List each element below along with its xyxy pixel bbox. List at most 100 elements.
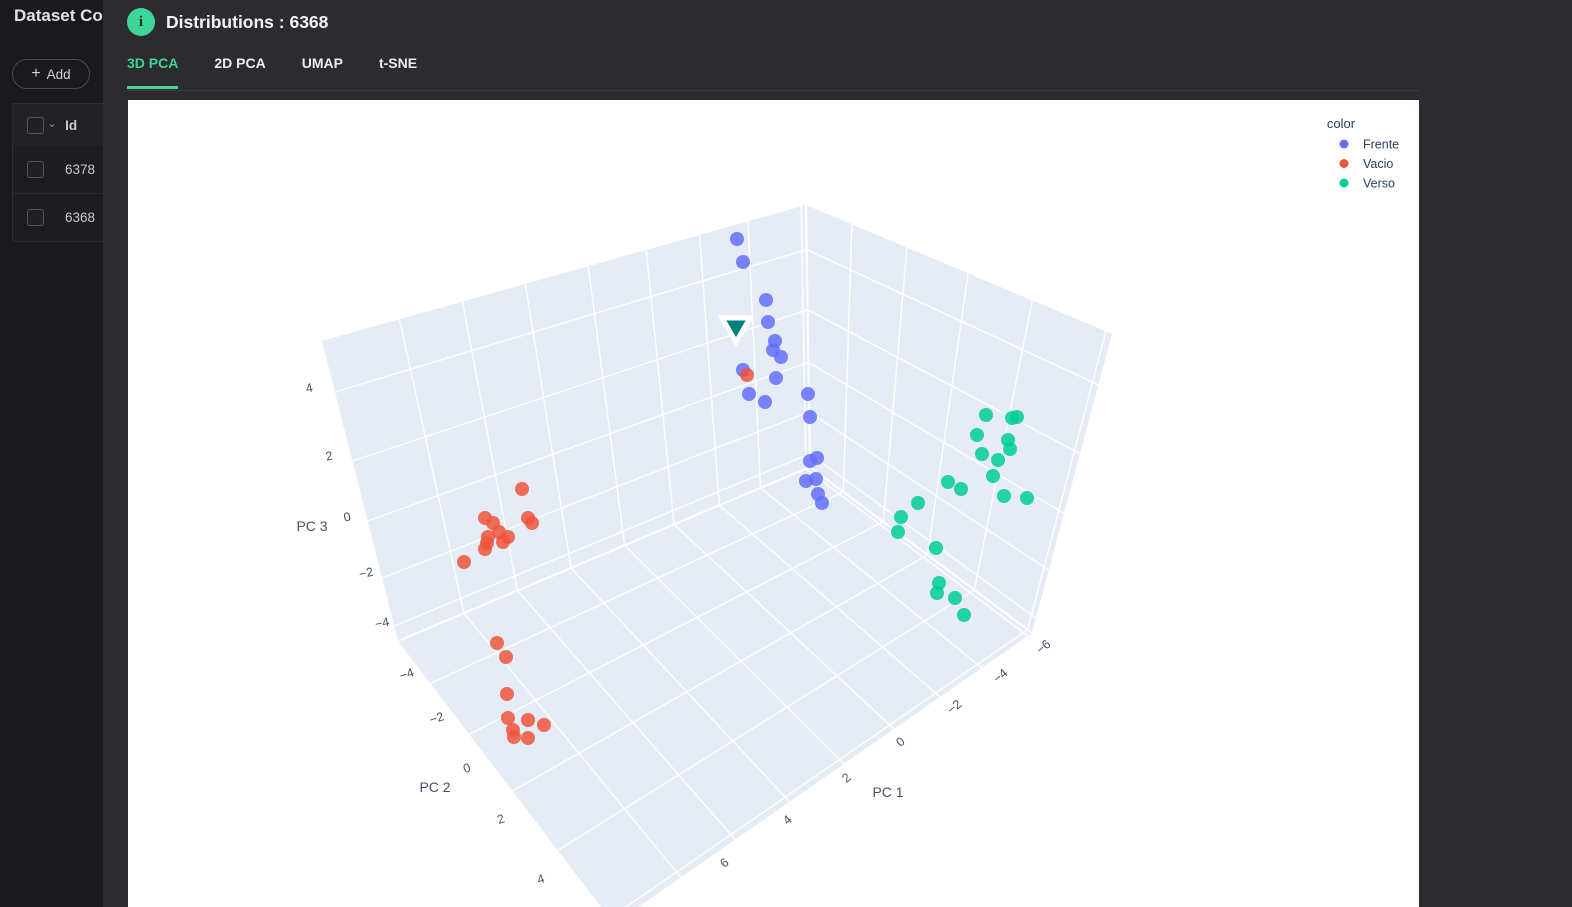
tab-tsne[interactable]: t-SNE [378, 55, 418, 71]
scatter-point-vacio[interactable] [501, 711, 515, 725]
scatter-point-verso[interactable] [930, 586, 944, 600]
pc1-tick-label: 6 [717, 855, 731, 870]
table-row[interactable]: 6378 [12, 146, 103, 194]
scatter-point-vacio[interactable] [515, 482, 529, 496]
pc3-tick-label: 0 [342, 510, 352, 525]
grid-line [524, 283, 572, 569]
scatter-point-vacio[interactable] [507, 730, 521, 744]
info-icon: i [127, 8, 155, 36]
select-all-checkbox[interactable] [27, 116, 44, 134]
grid-line [468, 521, 884, 736]
pc2-tick-label: 0 [461, 760, 472, 775]
grid-line [570, 567, 791, 803]
scatter-point-vacio[interactable] [478, 542, 492, 556]
pc2-tick-label: −2 [428, 709, 446, 727]
scatter-point-vacio[interactable] [740, 368, 754, 382]
legend-title: color [1327, 116, 1356, 131]
scatter-point-verso[interactable] [948, 591, 962, 605]
3d-scene-canvas[interactable]: 6 4 2 0 −2 −4 −6 PC 1 −4 −2 0 2 4 PC 2 4 2 0 −2 −4 PC 3 colo… [128, 100, 1419, 907]
pc3-axis-title: PC 3 [296, 518, 327, 534]
scatter-point-verso[interactable] [1010, 410, 1024, 424]
scatter-point-frente[interactable] [774, 350, 788, 364]
scatter-point-verso[interactable] [954, 482, 968, 496]
scatter-point-vacio[interactable] [499, 650, 513, 664]
panel-title: Distributions : 6368 [166, 11, 329, 32]
scatter-point-verso[interactable] [986, 469, 1000, 483]
scatter-point-verso[interactable] [891, 525, 905, 539]
chevron-down-icon[interactable]: ⌄ [47, 116, 58, 130]
scatter-point-verso[interactable] [979, 408, 993, 422]
scatter-point-verso[interactable] [970, 428, 984, 442]
scatter-point-vacio[interactable] [521, 713, 535, 727]
scatter-point-frente[interactable] [758, 395, 772, 409]
grid-line [512, 554, 929, 792]
scatter-point-frente[interactable] [815, 496, 829, 510]
legend-label-vacio[interactable]: Vacio [1363, 157, 1393, 171]
tab-umap[interactable]: UMAP [301, 55, 343, 71]
scatter-point-vacio[interactable] [490, 636, 504, 650]
grid-line [842, 224, 853, 492]
legend-marker-verso[interactable] [1339, 178, 1349, 188]
scatter-point-frente[interactable] [759, 293, 773, 307]
scatter-point-verso[interactable] [991, 453, 1005, 467]
scatter-point-verso[interactable] [929, 541, 943, 555]
scatter-point-frente[interactable] [736, 255, 750, 269]
pc1-tick-label: 2 [839, 770, 853, 785]
scatter-point-verso[interactable] [1020, 491, 1034, 505]
grid-line [809, 453, 1037, 619]
scatter-point-vacio[interactable] [457, 555, 471, 569]
legend-label-verso[interactable]: Verso [1363, 177, 1395, 191]
scatter-point-verso[interactable] [941, 475, 955, 489]
highlight-triangle-marker [717, 315, 755, 347]
scatter-point-verso[interactable] [911, 496, 925, 510]
plus-icon: + [31, 65, 41, 82]
legend-marker-vacio[interactable] [1339, 159, 1349, 168]
pc2-axis-title: PC 2 [419, 779, 450, 795]
scatter-point-vacio[interactable] [500, 687, 514, 701]
grid-line [808, 411, 1050, 571]
dataset-table: ⌄ Id 6378 6368 [12, 103, 103, 242]
grid-line [808, 361, 1065, 515]
row-id-value: 6378 [65, 162, 96, 177]
add-button[interactable]: + Add [12, 59, 90, 89]
grid-line [624, 544, 845, 765]
scatter-point-frente[interactable] [801, 387, 815, 401]
legend-marker-frente[interactable] [1339, 139, 1349, 149]
row-checkbox[interactable] [27, 161, 44, 178]
scatter-point-vacio[interactable] [537, 718, 551, 732]
grid-line [718, 504, 941, 698]
scatter-point-frente[interactable] [803, 454, 817, 468]
scatter-point-verso[interactable] [1003, 442, 1017, 456]
legend-label-frente[interactable]: Frente [1363, 138, 1399, 152]
grid-line [800, 206, 807, 469]
scatter-point-vacio[interactable] [496, 535, 510, 549]
scatter-point-frente[interactable] [761, 315, 775, 329]
scatter-point-frente[interactable] [769, 371, 783, 385]
scatter-point-frente[interactable] [803, 410, 817, 424]
scatter-point-verso[interactable] [975, 447, 989, 461]
scatter-point-verso[interactable] [957, 608, 971, 622]
scatter-point-vacio[interactable] [525, 516, 539, 530]
scene-wall-right [806, 205, 1112, 633]
grid-line [806, 248, 1099, 386]
id-column-header[interactable]: Id [65, 117, 78, 133]
3d-scatter-plot[interactable]: 6 4 2 0 −2 −4 −6 PC 1 −4 −2 0 2 4 PC 2 4 2 0 −2 −4 PC 3 colo… [128, 100, 1419, 907]
scatter-point-frente[interactable] [730, 232, 744, 246]
scatter-point-frente[interactable] [799, 474, 813, 488]
pc3-tick-label: −2 [358, 565, 375, 582]
scatter-point-verso[interactable] [894, 510, 908, 524]
grid-line [926, 273, 969, 556]
scatter-point-verso[interactable] [997, 489, 1011, 503]
tab-bar-divider [127, 90, 1419, 91]
pc2-tick-label: 2 [495, 811, 506, 826]
table-row[interactable]: 6368 [12, 194, 103, 242]
tab-bar: 3D PCA 2D PCA UMAP t-SNE [127, 55, 453, 89]
tab-3d-pca[interactable]: 3D PCA [127, 55, 179, 89]
add-button-label: Add [46, 66, 71, 82]
scatter-point-vacio[interactable] [521, 731, 535, 745]
row-checkbox[interactable] [27, 209, 44, 226]
pc2-tick-label: −4 [398, 665, 416, 683]
scatter-point-frente[interactable] [742, 387, 756, 401]
tab-2d-pca[interactable]: 2D PCA [214, 55, 266, 71]
table-header-row: ⌄ Id [12, 103, 103, 146]
